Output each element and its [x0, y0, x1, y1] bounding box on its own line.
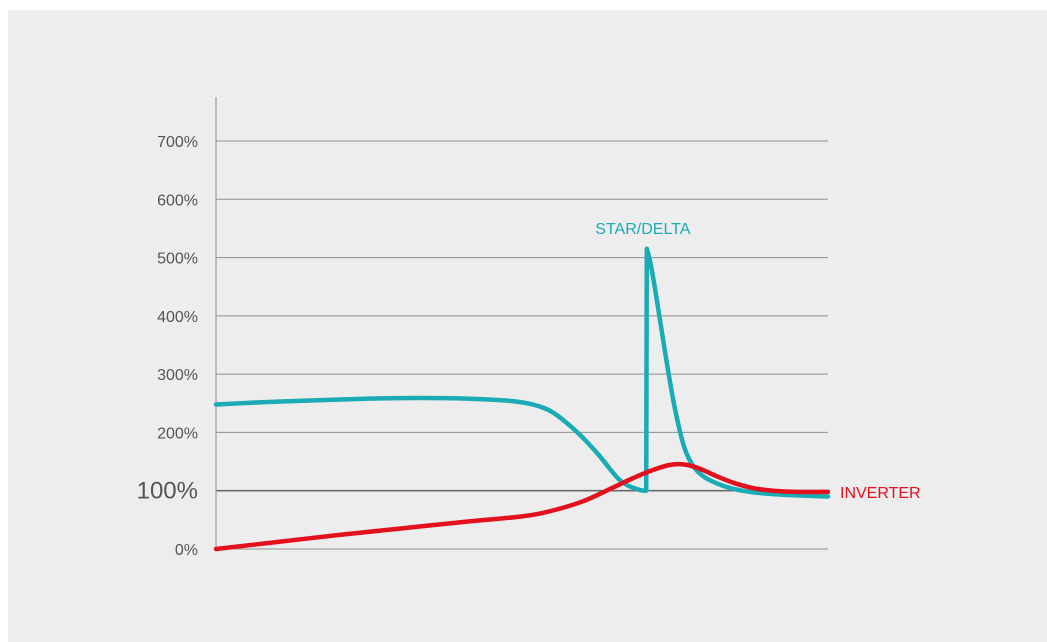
grid — [216, 140, 828, 550]
series-line-inverter — [213, 461, 831, 552]
y-axis-ticks: 0% 100% 200% 300% 400% 500% 600% 700% — [137, 134, 198, 559]
y-tick-label: 100% — [137, 478, 198, 505]
chart-panel: 0% 100% 200% 300% 400% 500% 600% 700% STAR/DELT… — [8, 10, 1047, 642]
series-line-star-delta — [213, 246, 831, 499]
series-label-star-delta: STAR/DELTA — [595, 221, 690, 238]
y-tick-label: 600% — [157, 192, 198, 209]
y-tick-label: 0% — [175, 542, 198, 559]
y-tick-label: 500% — [157, 251, 198, 268]
y-tick-label: 200% — [157, 425, 198, 442]
series-label-inverter: INVERTER — [840, 485, 921, 502]
y-tick-label: 300% — [157, 367, 198, 384]
y-tick-label: 400% — [157, 309, 198, 326]
y-tick-label: 700% — [157, 134, 198, 151]
series-labels: STAR/DELTA INVERTER — [595, 221, 920, 502]
line-chart: 0% 100% 200% 300% 400% 500% 600% 700% STAR/DELT… — [137, 97, 921, 559]
series-group — [213, 246, 831, 552]
